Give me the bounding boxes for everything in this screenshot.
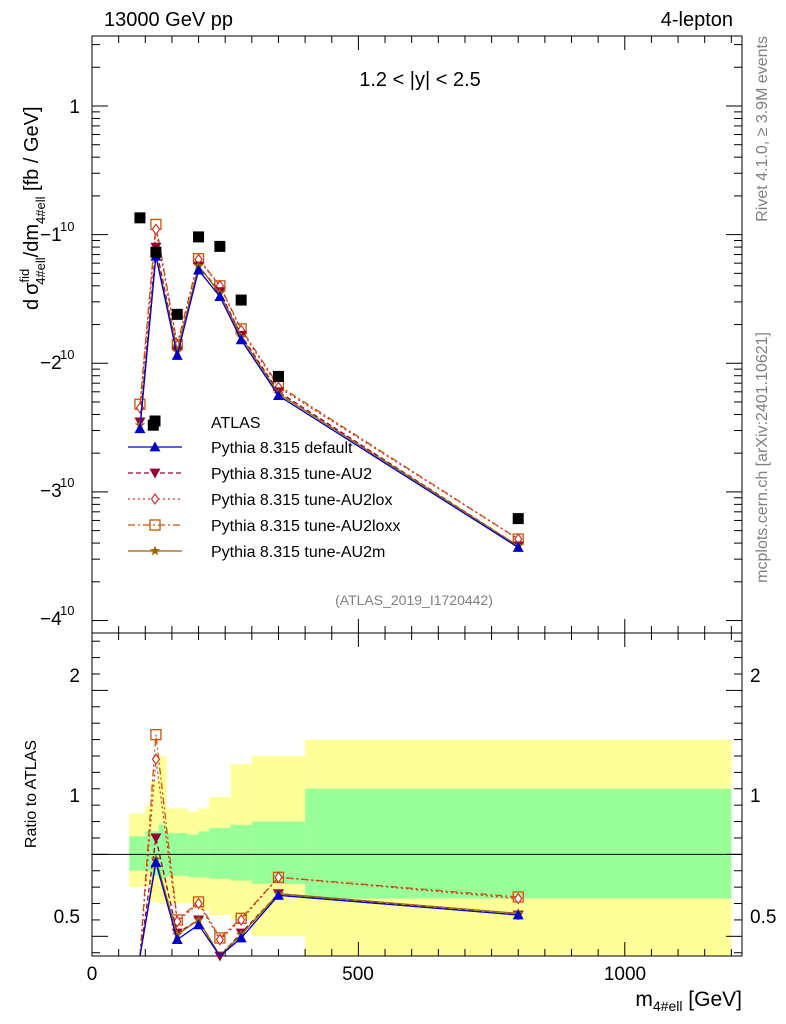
ratio-point-0: [171, 934, 183, 945]
ratio-point-3: [150, 729, 162, 741]
ratio-ytick-left-0.5: 0.5: [54, 907, 80, 928]
header-left: 13000 GeV pp: [104, 9, 233, 31]
main-point-0: [193, 264, 205, 275]
ylabel-d: d: [21, 299, 43, 310]
main-line-2: [139, 229, 519, 540]
ratio-ylabel: Ratio to ATLAS: [23, 740, 40, 848]
ytick-label-0.01: −210: [40, 347, 74, 374]
band-green-bin: [305, 788, 732, 899]
ratio-point-0: [512, 909, 524, 920]
main-line-0: [139, 256, 519, 548]
main-point-0: [235, 334, 247, 345]
ratio-line-0: [139, 862, 519, 957]
atlas-data-point: [214, 240, 226, 252]
xlabel: m4#ell [GeV]: [635, 988, 742, 1014]
band-green-bin: [209, 828, 231, 879]
ratio-ytick-right-1: 1: [750, 786, 761, 807]
legend-atlas-label: ATLAS: [211, 415, 261, 432]
legend-label-4: Pythia 8.315 tune-AU2m: [211, 544, 385, 561]
ratio-point-0: [235, 932, 247, 943]
band-green-bin: [150, 831, 159, 876]
main-series-layer: [134, 212, 524, 552]
ratio-ytick-right-0.5: 0.5: [750, 907, 776, 928]
ratio-frame: [91, 632, 743, 957]
legend-label-2: Pythia 8.315 tune-AU2lox: [211, 492, 392, 509]
ratio-point-2: [274, 871, 283, 884]
ytick-label-0.0001: −410: [40, 603, 74, 630]
main-frame: [91, 35, 743, 634]
ratio-point-0: [193, 919, 205, 930]
main-point-0: [512, 541, 524, 552]
ratio-series-layer: [139, 729, 524, 962]
ytick-label-0.001: −310: [40, 475, 74, 502]
ratio-point-0: [150, 857, 162, 867]
xtick-label-1000: 1000: [604, 964, 646, 985]
ratio-point-2: [194, 897, 203, 910]
atlas-data-point: [272, 370, 284, 382]
header-right: 4-lepton: [661, 9, 733, 31]
atlas-data-point: [134, 212, 146, 224]
legend-label-0: Pythia 8.315 default: [211, 440, 353, 457]
main-ylabel: dσfid4#ell/dm4#ell [fb / GeV]: [17, 106, 48, 310]
main-point-2: [151, 223, 161, 236]
ylabel-sigma: σ: [21, 282, 43, 295]
band-green-bin: [158, 824, 167, 879]
ratio-point-2: [236, 913, 246, 926]
legend-label-3: Pythia 8.315 tune-AU2loxx: [211, 518, 400, 535]
main-point-0: [214, 291, 226, 301]
xtick-label-500: 500: [342, 964, 374, 985]
atlas-data-point: [193, 231, 205, 243]
mcplots-label: mcplots.cern.ch [arXiv:2401.10621]: [754, 332, 771, 583]
axes-frames: [91, 35, 743, 957]
legend-marker-2: [150, 492, 160, 506]
ylabel-unit: [fb / GeV]: [21, 106, 43, 196]
analysis-watermark: (ATLAS_2019_I1720442): [335, 592, 493, 608]
ratio-uncertainty-bands: [92, 739, 742, 956]
ratio-point-2: [513, 892, 523, 905]
rivet-version-label: Rivet 4.1.0, ≥ 3.9M events: [754, 36, 771, 222]
band-green-bin: [187, 834, 199, 878]
ratio-line-2: [139, 759, 519, 957]
legend-marker-0: [149, 441, 161, 452]
ylabel-sub: 4#ell: [33, 257, 48, 285]
ytick-label-0.1: −110: [40, 219, 74, 246]
ylabel-mid: /dm: [21, 224, 43, 257]
main-panel-title: 1.2 < |y| < 2.5: [359, 69, 481, 91]
ratio-line-4: [139, 859, 519, 958]
band-green-bin: [129, 836, 146, 871]
ylabel-sub2: 4#ell: [33, 196, 48, 224]
ratio-point-0: [272, 889, 284, 900]
ratio-point-2: [151, 753, 161, 766]
legend: ATLAS Pythia 8.315 default Pythia 8.315 tu…: [128, 415, 400, 561]
ylabel-sup: fid: [17, 269, 32, 283]
legend-atlas-marker: [149, 415, 161, 427]
ratio-ytick-right-2: 2: [750, 666, 761, 687]
main-point-0: [171, 349, 183, 360]
ratio-point-1: [150, 833, 162, 844]
legend-label-1: Pythia 8.315 tune-AU2: [211, 466, 372, 483]
ytick-label-1: 1: [69, 97, 80, 118]
band-green-bin: [230, 824, 252, 881]
atlas-data-point: [512, 513, 524, 525]
main-point-0: [134, 423, 146, 434]
atlas-data-point: [235, 294, 247, 306]
atlas-data-point: [150, 246, 162, 258]
ratio-ytick-left-2: 2: [69, 666, 80, 687]
ratio-ytick-left-1: 1: [69, 786, 80, 807]
xtick-label-0: 0: [87, 964, 98, 985]
ratio-point-2: [215, 933, 225, 946]
legend-marker-3: [149, 519, 161, 531]
legend-marker-1: [149, 468, 161, 479]
atlas-data-point: [171, 308, 183, 320]
legend-marker-4: [149, 545, 161, 556]
main-point-0: [272, 390, 284, 401]
